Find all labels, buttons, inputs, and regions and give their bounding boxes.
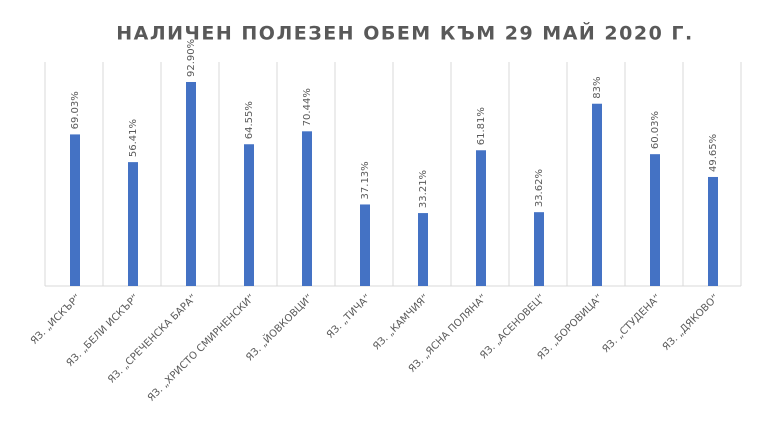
data-label: 83% [592,76,603,98]
x-tick-label: ЯЗ. „ДЯКОВО“ [661,292,721,352]
data-label: 60.03% [650,111,661,149]
bar [244,144,254,286]
data-label: 69.03% [70,91,81,129]
bar [418,213,428,286]
data-label: 33.62% [534,169,545,207]
bar [650,154,660,286]
x-tick-label: ЯЗ. „ХРИСТО СМИРНЕНСКИ“ [146,292,257,403]
bar [186,81,196,286]
bar [70,134,80,286]
data-label: 37.13% [360,161,371,199]
x-tick-label: ЯЗ. „БОРОВИЦА“ [535,292,605,362]
bar [360,204,370,286]
x-tick-label: ЯЗ. „АСЕНОВЕЦ“ [478,292,547,361]
bar [592,103,602,287]
data-label: 56.41% [128,119,139,157]
data-label: 70.44% [302,88,313,126]
x-tick-label: ЯЗ. „СТУДЕНА“ [600,292,663,355]
chart-title: НАЛИЧЕН ПОЛЕЗЕН ОБЕМ КЪМ 29 МАЙ 2020 Г. [116,22,693,45]
bar [302,131,312,286]
data-label: 92.90% [186,39,197,77]
bar [708,176,718,286]
bar [476,150,486,286]
x-tick-label: ЯЗ. „ИСКЪР“ [29,292,83,346]
data-label: 49.65% [708,134,719,172]
bar [128,162,138,286]
data-label: 64.55% [244,101,255,139]
x-tick-label: ЯЗ. „ТИЧА“ [325,292,373,340]
data-label: 33.21% [418,170,429,208]
bar [534,212,544,286]
x-tick-label: ЯЗ. „КАМЧИЯ“ [371,292,431,352]
data-label: 61.81% [476,107,487,145]
